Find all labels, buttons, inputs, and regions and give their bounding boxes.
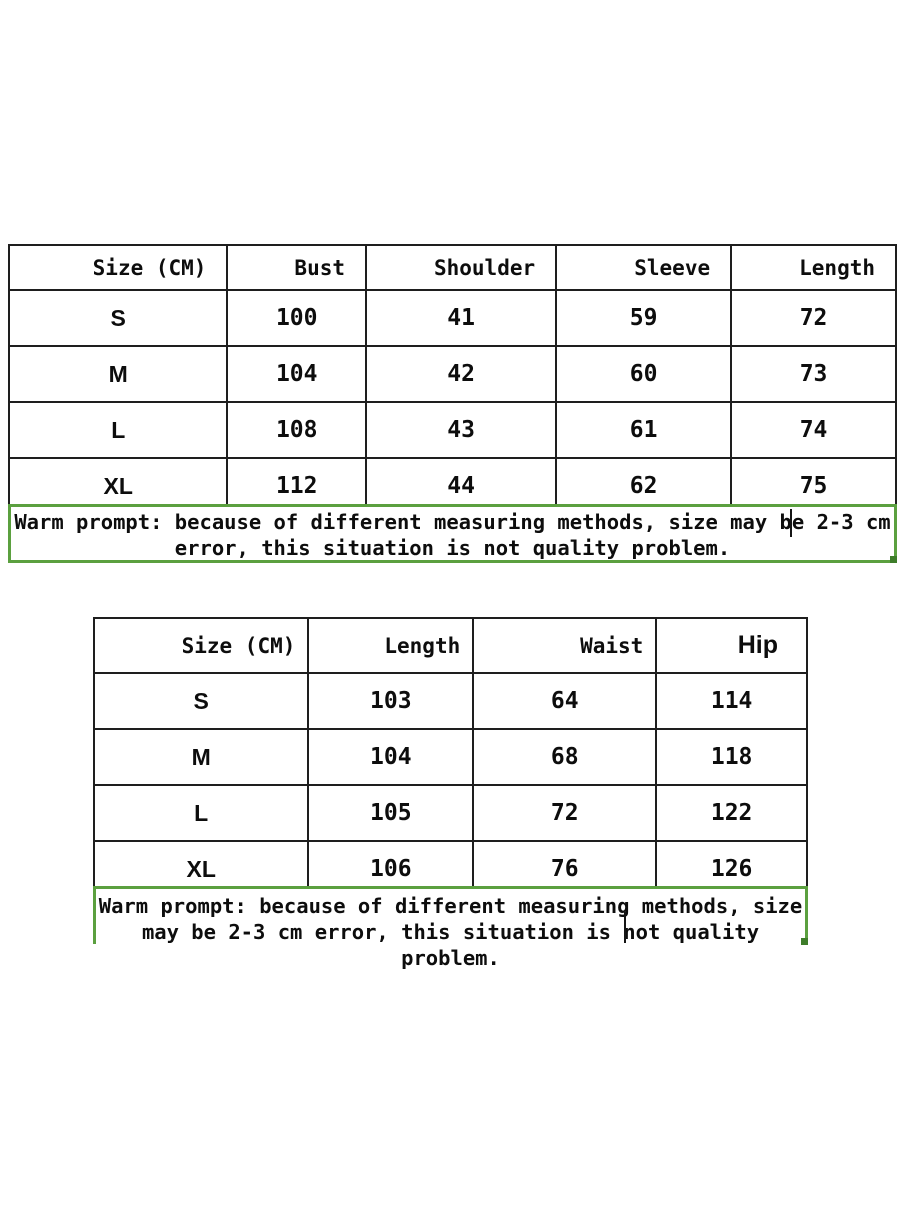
lower-warm-prompt-box: Warm prompt: because of different measur… [93, 886, 808, 970]
upper-chart-row-m: M 104 42 60 73 [7, 345, 897, 403]
waist-value-m: 68 [472, 728, 658, 786]
shoulder-value-m: 42 [364, 345, 558, 403]
hip-value-l: 122 [655, 784, 808, 842]
shoulder-value-l: 43 [364, 401, 558, 459]
upper-chart-header-row: Size (CM) Bust Shoulder Sleeve Length [7, 244, 897, 291]
upper-warm-prompt-box: Warm prompt: because of different measur… [8, 504, 897, 563]
size-label-l: L [7, 401, 229, 459]
text-caret [790, 509, 792, 537]
lower-chart-row-s: S 103 64 114 [92, 672, 808, 730]
lower-chart-row-m: M 104 68 118 [92, 728, 808, 786]
column-header-length: Length [307, 617, 475, 674]
waist-value-l: 72 [472, 784, 658, 842]
column-header-bust: Bust [226, 244, 367, 291]
size-label-l: L [92, 784, 310, 842]
sleeve-value-s: 59 [555, 289, 733, 347]
lower-warm-prompt-line-2: may be 2-3 cm error, this situation is n… [141, 920, 760, 944]
length-value-s: 103 [307, 672, 475, 730]
column-header-shoulder: Shoulder [364, 244, 558, 291]
table-resize-handle [890, 556, 897, 563]
size-label-s: S [7, 289, 229, 347]
lower-chart-row-l: L 105 72 122 [92, 784, 808, 842]
bust-value-s: 100 [226, 289, 367, 347]
hip-value-s: 114 [655, 672, 808, 730]
hip-value-m: 118 [655, 728, 808, 786]
length-value-s: 72 [730, 289, 897, 347]
lower-chart-header-row: Size (CM) Length Waist Hip [92, 617, 808, 674]
upper-warm-prompt-line-1: Warm prompt: because of different measur… [14, 510, 891, 534]
bust-value-m: 104 [226, 345, 367, 403]
column-header-length: Length [730, 244, 897, 291]
upper-chart-row-s: S 100 41 59 72 [7, 289, 897, 347]
upper-size-chart-table: Size (CM) Bust Shoulder Sleeve Length S … [7, 244, 897, 515]
upper-chart-row-l: L 108 43 61 74 [7, 401, 897, 459]
length-value-l: 74 [730, 401, 897, 459]
lower-warm-prompt-line-1: Warm prompt: because of different measur… [98, 894, 803, 918]
column-header-waist: Waist [472, 617, 658, 674]
length-value-l: 105 [307, 784, 475, 842]
size-label-m: M [7, 345, 229, 403]
length-value-m: 73 [730, 345, 897, 403]
column-header-size: Size (CM) [92, 617, 310, 674]
text-caret [624, 912, 626, 943]
table-resize-handle [801, 938, 808, 945]
sleeve-value-l: 61 [555, 401, 733, 459]
lower-warm-prompt-line-3: problem. [401, 946, 500, 970]
bust-value-l: 108 [226, 401, 367, 459]
column-header-hip: Hip [655, 617, 808, 674]
length-value-m: 104 [307, 728, 475, 786]
sleeve-value-m: 60 [555, 345, 733, 403]
size-label-m: M [92, 728, 310, 786]
waist-value-s: 64 [472, 672, 658, 730]
size-label-s: S [92, 672, 310, 730]
upper-warm-prompt-line-2: error, this situation is not quality pro… [174, 536, 731, 560]
column-header-size: Size (CM) [7, 244, 229, 291]
lower-size-chart-table: Size (CM) Length Waist Hip S 103 64 114 … [92, 617, 808, 898]
shoulder-value-s: 41 [364, 289, 558, 347]
column-header-sleeve: Sleeve [555, 244, 733, 291]
